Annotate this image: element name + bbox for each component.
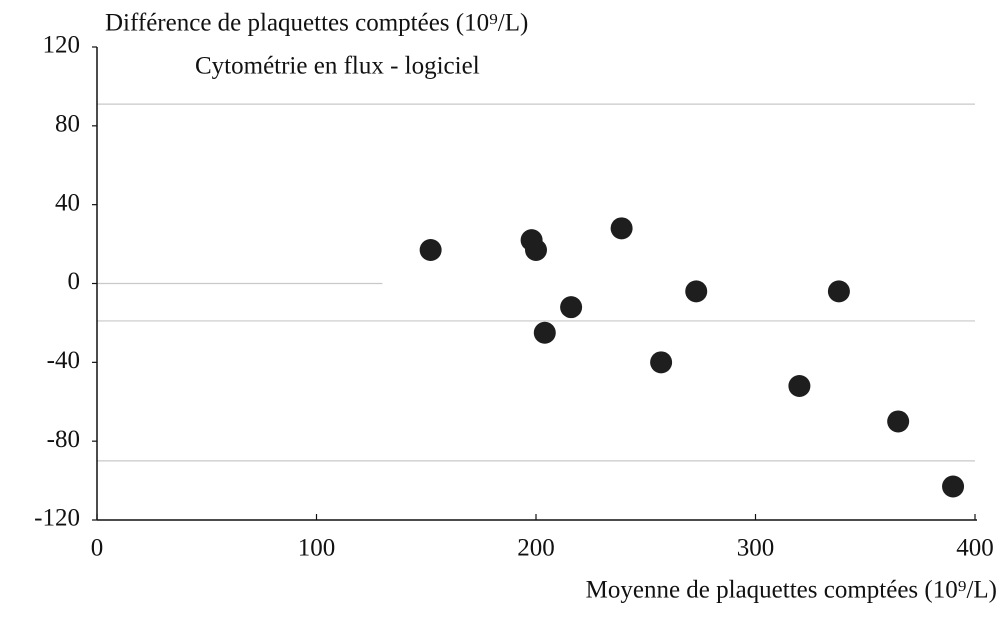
x-tick-label: 0 [91,535,104,562]
point [788,374,811,397]
x-tick-label: 100 [298,535,336,562]
point [685,280,708,303]
point [610,217,633,240]
y-tick-label: 0 [68,268,81,295]
y-tick-label: -80 [47,426,80,453]
y-tick-label: 40 [55,189,80,216]
y-tick-label: -120 [34,505,80,532]
point [827,280,850,303]
chart-title: Différence de plaquettes comptées (10⁹/L… [105,10,528,37]
chart-subtitle: Cytométrie en flux - logiciel [195,53,480,80]
point [533,321,556,344]
point [887,410,910,433]
x-tick-label: 400 [956,535,994,562]
point [560,296,583,319]
x-tick-label: 200 [517,535,555,562]
point [650,351,673,374]
x-tick-label: 300 [737,535,775,562]
x-axis-label: Moyenne de plaquettes comptées (10⁹/L) [586,577,997,604]
y-tick-label: 120 [43,32,81,59]
y-tick-label: 80 [55,111,80,138]
point [419,238,442,261]
point [525,238,547,261]
point [942,475,965,498]
y-tick-label: -40 [47,347,80,374]
